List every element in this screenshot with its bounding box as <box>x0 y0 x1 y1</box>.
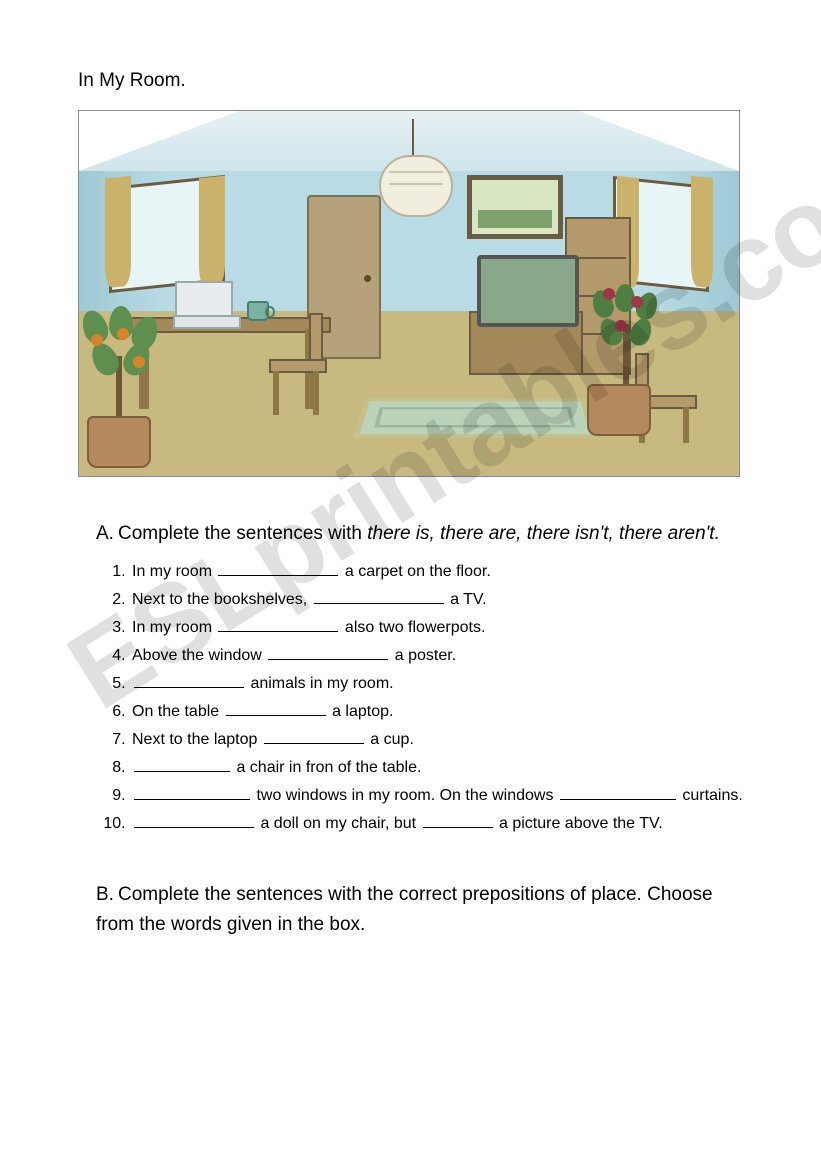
item-text: a TV. <box>446 591 487 608</box>
curtain-icon <box>199 176 225 289</box>
fill-blank[interactable] <box>134 812 254 828</box>
fill-blank[interactable] <box>560 784 676 800</box>
fill-blank[interactable] <box>134 784 250 800</box>
item-text: a laptop. <box>328 703 394 720</box>
flowerpot-icon <box>587 384 651 436</box>
fill-blank[interactable] <box>226 700 326 716</box>
item-text: Next to the laptop <box>132 731 262 748</box>
curtain-icon <box>105 176 131 289</box>
section-letter: B. <box>96 880 118 909</box>
rug-icon <box>353 398 598 437</box>
item-text: a picture above the TV. <box>495 815 663 832</box>
item-text: On the table <box>132 703 224 720</box>
item-text: Above the window <box>132 647 266 664</box>
exercise-item: In my room also two flowerpots. <box>130 614 743 642</box>
exercise-item: Next to the laptop a cup. <box>130 726 743 754</box>
item-text: a cup. <box>366 731 414 748</box>
fill-blank[interactable] <box>314 588 444 604</box>
section-a-heading: A.Complete the sentences with there is, … <box>96 519 743 548</box>
item-text: animals in my room. <box>246 675 394 692</box>
worksheet-page: In My Room. <box>0 0 821 1009</box>
exercise-item: In my room a carpet on the floor. <box>130 558 743 586</box>
poster-icon <box>467 175 563 239</box>
section-letter: A. <box>96 519 118 548</box>
exercise-item: Next to the bookshelves, a TV. <box>130 586 743 614</box>
exercise-item: Above the window a poster. <box>130 642 743 670</box>
item-text: curtains. <box>678 787 743 804</box>
item-text: a carpet on the floor. <box>340 563 490 580</box>
fill-blank[interactable] <box>268 644 388 660</box>
laptop-icon <box>175 281 233 321</box>
tv-icon <box>477 255 579 327</box>
fill-blank[interactable] <box>423 812 493 828</box>
cup-icon <box>247 301 269 321</box>
fill-blank[interactable] <box>134 756 230 772</box>
fill-blank[interactable] <box>134 672 244 688</box>
item-text: In my room <box>132 563 216 580</box>
fill-blank[interactable] <box>218 616 338 632</box>
item-text: a poster. <box>390 647 456 664</box>
page-title: In My Room. <box>78 70 743 92</box>
exercise-item: two windows in my room. On the windows c… <box>130 782 743 810</box>
item-text: two windows in my room. On the windows <box>252 787 558 804</box>
section-b-heading: B.Complete the sentences with the correc… <box>96 880 743 939</box>
exercise-item: a doll on my chair, but a picture above … <box>130 810 743 838</box>
instruction-text: Complete the sentences with the correct … <box>96 884 713 934</box>
item-text: In my room <box>132 619 216 636</box>
item-text: also two flowerpots. <box>340 619 485 636</box>
item-text: a doll on my chair, but <box>256 815 421 832</box>
item-text: a chair in fron of the table. <box>232 759 421 776</box>
curtain-icon <box>691 176 713 288</box>
fill-blank[interactable] <box>218 560 338 576</box>
plant-orange-icon <box>78 306 161 426</box>
room-illustration <box>78 110 740 477</box>
exercise-item: animals in my room. <box>130 670 743 698</box>
fill-blank[interactable] <box>264 728 364 744</box>
section-a-list: In my room a carpet on the floor.Next to… <box>102 558 743 838</box>
instruction-prefix: Complete the sentences with <box>118 523 367 544</box>
exercise-item: a chair in fron of the table. <box>130 754 743 782</box>
instruction-terms: there is, there are, there isn't, there … <box>367 523 720 544</box>
exercise-item: On the table a laptop. <box>130 698 743 726</box>
ceiling-lamp-icon <box>379 155 453 217</box>
chair-icon <box>269 329 323 409</box>
plant-rose-icon <box>587 284 663 394</box>
flowerpot-icon <box>87 416 151 468</box>
item-text: Next to the bookshelves, <box>132 591 312 608</box>
